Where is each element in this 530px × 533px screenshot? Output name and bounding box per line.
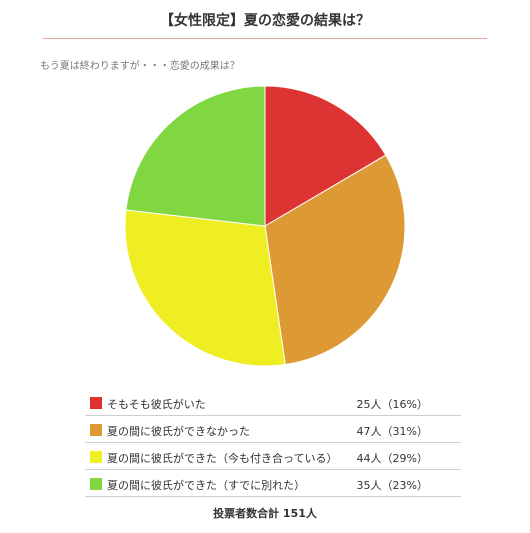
legend-swatch (90, 424, 102, 436)
legend-value: 35人（23%） (356, 479, 428, 492)
pie-slice-2 (264, 154, 406, 366)
legend-value: 44人（29%） (356, 452, 428, 465)
pie-slice-4 (125, 85, 266, 227)
legend: そもそも彼氏がいた 25人（16%） 夏の間に彼氏ができなかった 47人（31%… (85, 389, 461, 497)
legend-label: そもそも彼氏がいた (107, 398, 206, 411)
legend-label: 夏の間に彼氏ができなかった (107, 425, 250, 438)
legend-item: 夏の間に彼氏ができなかった 47人（31%） (85, 416, 461, 443)
poll-question: もう夏は終わりますが・・・恋愛の成果は？ (40, 61, 240, 72)
legend-swatch (90, 478, 102, 490)
legend-label: 夏の間に彼氏ができた（すでに別れた） (107, 479, 306, 492)
legend-item: そもそも彼氏がいた 25人（16%） (85, 389, 461, 416)
legend-value: 47人（31%） (356, 425, 428, 438)
chart-title: 【女性限定】夏の恋愛の結果は？ (160, 13, 370, 29)
pie-slice-1 (264, 85, 387, 227)
legend-value: 25人（16%） (356, 398, 428, 411)
legend-item: 夏の間に彼氏ができた（すでに別れた） 35人（23%） (85, 470, 461, 497)
title-divider (43, 38, 487, 39)
legend-label: 夏の間に彼氏ができた（今も付き合っている） (107, 452, 338, 465)
legend-swatch (90, 451, 102, 463)
legend-item: 夏の間に彼氏ができた（今も付き合っている） 44人（29%） (85, 443, 461, 470)
legend-swatch (90, 397, 102, 409)
pie-slice-3 (124, 209, 286, 367)
total-votes: 投票者数合計 151人 (213, 507, 317, 520)
